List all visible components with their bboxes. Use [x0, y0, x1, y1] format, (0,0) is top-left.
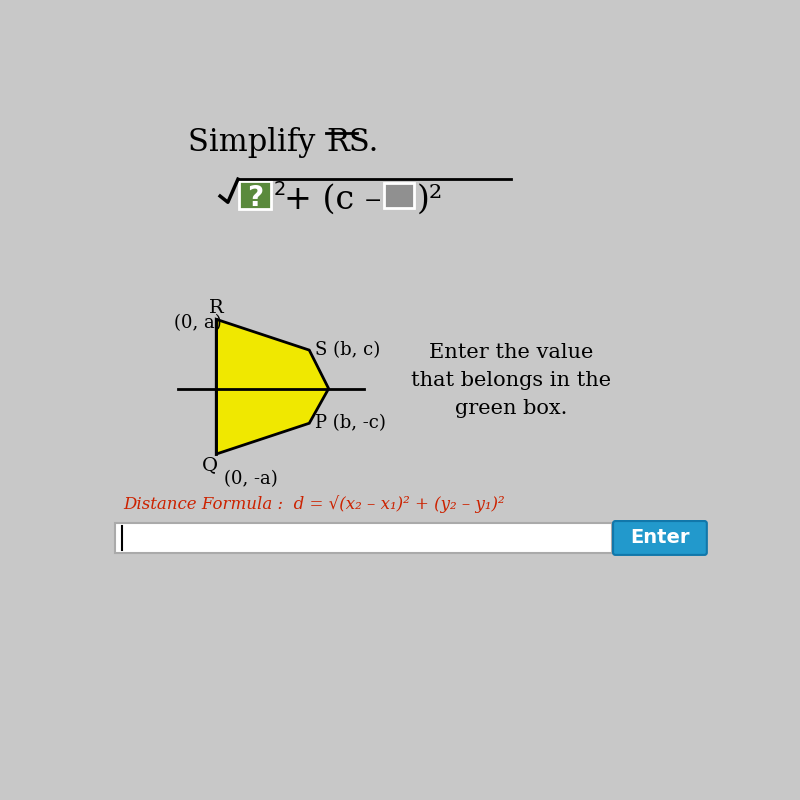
Text: (0, -a): (0, -a) [224, 470, 278, 489]
Text: R: R [209, 298, 224, 317]
Text: Distance Formula :  d = √(x₂ – x₁)² + (y₂ – y₁)²: Distance Formula : d = √(x₂ – x₁)² + (y₂… [123, 495, 505, 513]
FancyBboxPatch shape [385, 183, 414, 208]
FancyBboxPatch shape [613, 521, 707, 555]
Text: S (b, c): S (b, c) [315, 341, 381, 359]
Text: )²: )² [416, 184, 442, 216]
Text: + (c –: + (c – [285, 184, 382, 216]
Text: (0, a): (0, a) [174, 314, 222, 332]
Text: Simplify: Simplify [188, 126, 325, 158]
Polygon shape [216, 319, 329, 454]
Text: Q: Q [202, 457, 218, 474]
FancyBboxPatch shape [114, 522, 612, 554]
Text: Enter: Enter [630, 529, 690, 547]
Text: Enter the value
that belongs in the
green box.: Enter the value that belongs in the gree… [410, 343, 611, 418]
Text: P (b, -c): P (b, -c) [315, 414, 386, 432]
Text: 2: 2 [274, 181, 286, 199]
FancyBboxPatch shape [238, 182, 271, 209]
Text: ?: ? [247, 185, 263, 213]
Text: RS.: RS. [326, 126, 378, 158]
